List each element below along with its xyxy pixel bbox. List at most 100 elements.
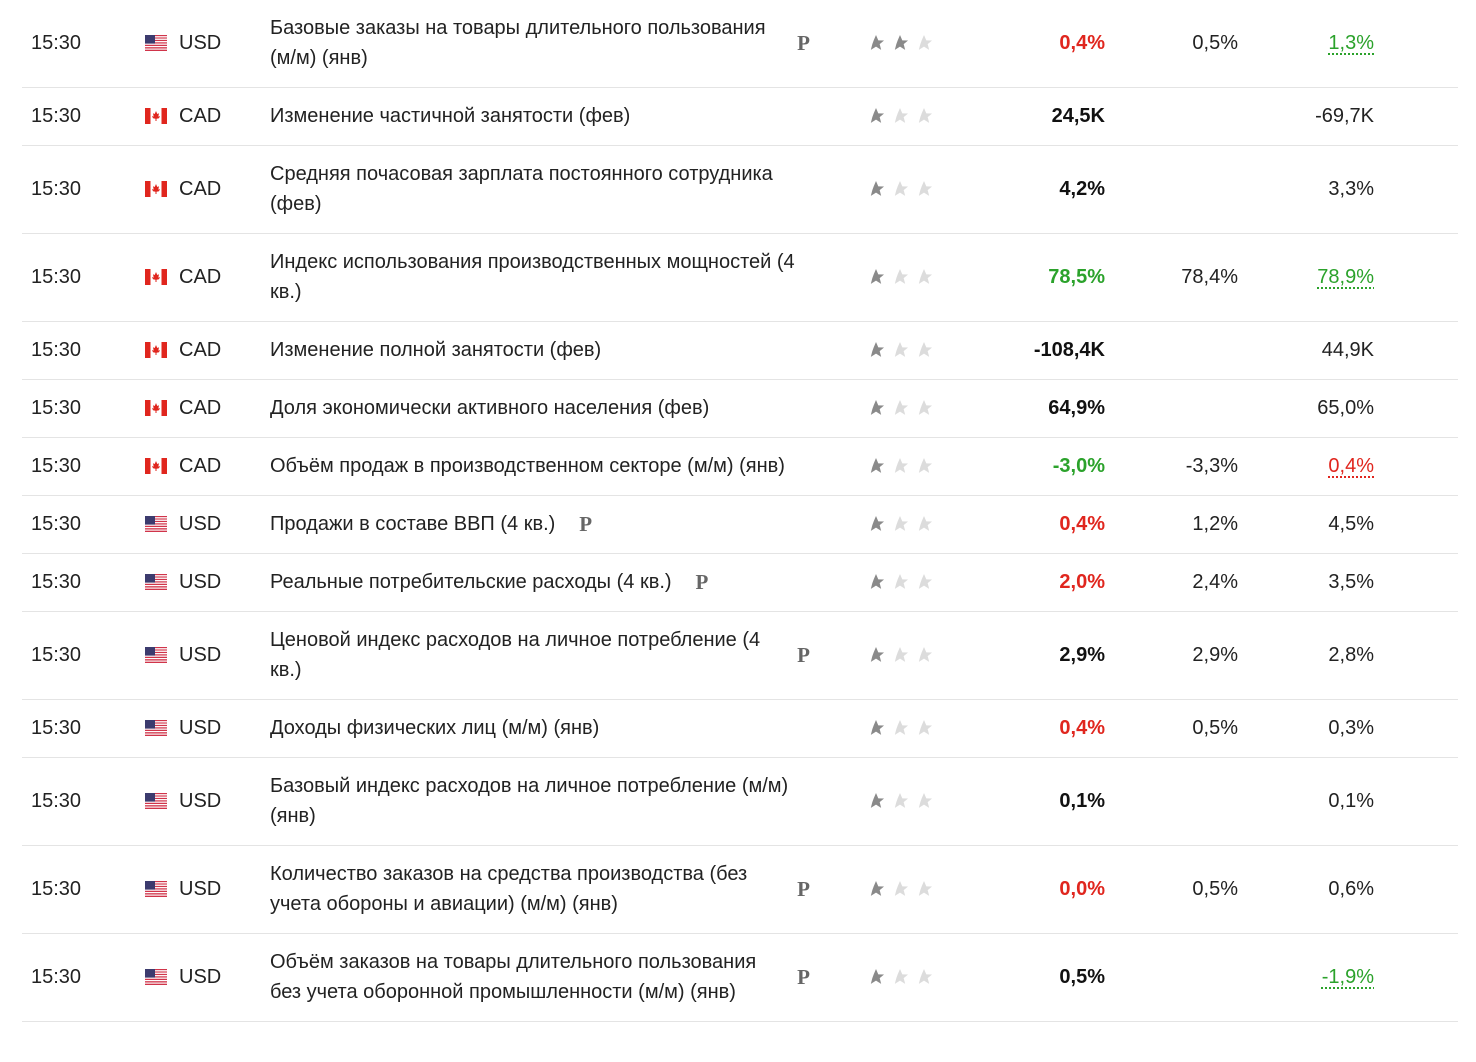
star (891, 457, 909, 473)
star (867, 719, 885, 735)
star (891, 515, 909, 531)
calendar-table: 15:30 USD Базовые заказы на товары длитель… (22, 0, 1458, 1022)
forecast-cell: 0,5% (1111, 0, 1246, 88)
event-wrap: Доходы физических лиц (м/м) (янв) (270, 713, 810, 743)
actual-cell: 0,4% (977, 496, 1111, 554)
event-time: 15:30 (31, 966, 82, 988)
importance-stars (867, 880, 933, 896)
previous-cell: 4,5% (1246, 496, 1381, 554)
flag-icon (145, 516, 167, 532)
star (891, 792, 909, 808)
actual-cell: 4,2% (977, 146, 1111, 234)
previous-value: 2,8% (1328, 644, 1374, 666)
star (867, 399, 885, 415)
flag-icon (145, 969, 167, 985)
actual-value: 0,4% (1059, 513, 1105, 535)
star (867, 34, 885, 50)
currency: CAD (179, 178, 222, 200)
importance-cell (845, 234, 977, 322)
spacer-cell (1381, 234, 1458, 322)
preliminary-mark: P (797, 877, 810, 901)
currency-cell: USD (139, 0, 264, 88)
currency-cell: USD (139, 846, 264, 934)
star (891, 719, 909, 735)
importance-cell (845, 380, 977, 438)
spacer-cell (1381, 438, 1458, 496)
event-wrap: Доля экономически активного населения (ф… (270, 393, 810, 423)
event-wrap: Объём заказов на товары длительного поль… (270, 947, 810, 1007)
calendar-row: 15:30 USD Базовый индекс расходов на лично… (22, 758, 1458, 846)
event-cell: Ценовой индекс расходов на личное потреб… (264, 612, 845, 700)
actual-value: -3,0% (1052, 455, 1105, 477)
forecast-value: 0,5% (1192, 717, 1238, 739)
actual-value: 2,0% (1059, 571, 1105, 593)
currency: CAD (179, 455, 222, 477)
event-wrap: Объём продаж в производственном секторе … (270, 451, 810, 481)
event-cell: Базовые заказы на товары длительного пол… (264, 0, 845, 88)
spacer-cell (1381, 846, 1458, 934)
currency-cell: CAD (139, 234, 264, 322)
flag-icon (145, 458, 167, 474)
previous-cell: 0,1% (1246, 758, 1381, 846)
importance-stars (867, 457, 933, 473)
calendar-row: 15:30 USD Доходы физических лиц (м/м) (янв… (22, 700, 1458, 758)
preliminary-mark: P (797, 31, 810, 55)
flag-icon (145, 793, 167, 809)
forecast-value: 0,5% (1192, 878, 1238, 900)
importance-cell (845, 146, 977, 234)
star (891, 180, 909, 196)
calendar-row: 15:30 CAD Изменение частичной занятости (ф… (22, 88, 1458, 146)
previous-cell: 3,5% (1246, 554, 1381, 612)
importance-stars (867, 180, 933, 196)
actual-value: 2,9% (1059, 644, 1105, 666)
event-time: 15:30 (31, 266, 82, 288)
star (867, 268, 885, 284)
calendar-row: 15:30 USD Продажи в составе ВВП (4 кв.) P 0,… (22, 496, 1458, 554)
star (891, 573, 909, 589)
event-name: Базовый индекс расходов на личное потреб… (270, 775, 789, 827)
forecast-cell: 2,4% (1111, 554, 1246, 612)
actual-value: 0,4% (1059, 717, 1105, 739)
actual-value: 4,2% (1059, 178, 1105, 200)
currency-cell: USD (139, 758, 264, 846)
currency-cell: CAD (139, 438, 264, 496)
flag-icon (145, 574, 167, 590)
importance-cell (845, 496, 977, 554)
previous-cell: 78,9% (1246, 234, 1381, 322)
importance-cell (845, 554, 977, 612)
importance-cell (845, 438, 977, 496)
previous-cell: -69,7K (1246, 88, 1381, 146)
currency-cell: CAD (139, 88, 264, 146)
importance-stars (867, 34, 933, 50)
forecast-cell: 0,5% (1111, 700, 1246, 758)
actual-value: -108,4K (1033, 339, 1105, 361)
importance-stars (867, 573, 933, 589)
event-wrap: Базовые заказы на товары длительного пол… (270, 13, 810, 73)
spacer-cell (1381, 380, 1458, 438)
star (891, 646, 909, 662)
currency-cell: USD (139, 934, 264, 1022)
star (867, 457, 885, 473)
event-name: Продажи в составе ВВП (4 кв.) (270, 513, 556, 535)
event-wrap: Количество заказов на средства производс… (270, 859, 810, 919)
forecast-cell (1111, 934, 1246, 1022)
currency: CAD (179, 266, 222, 288)
calendar-row: 15:30 USD Объём заказов на товары длительн… (22, 934, 1458, 1022)
event-cell: Базовый индекс расходов на личное потреб… (264, 758, 845, 846)
event-name: Доля экономически активного населения (ф… (270, 397, 710, 419)
actual-cell: -108,4K (977, 322, 1111, 380)
event-cell: Количество заказов на средства производс… (264, 846, 845, 934)
calendar-body: 15:30 USD Базовые заказы на товары длитель… (22, 0, 1458, 1022)
actual-value: 0,4% (1059, 32, 1105, 54)
event-name: Базовые заказы на товары длительного пол… (270, 17, 766, 69)
previous-value: -1,9% (1321, 966, 1374, 988)
calendar-row: 15:30 CAD Индекс использования производств… (22, 234, 1458, 322)
calendar-row: 15:30 USD Ценовой индекс расходов на лично… (22, 612, 1458, 700)
actual-cell: 64,9% (977, 380, 1111, 438)
event-name: Средняя почасовая зарплата постоянного с… (270, 163, 773, 215)
previous-value: 0,6% (1328, 878, 1374, 900)
currency: CAD (179, 397, 222, 419)
star (867, 880, 885, 896)
previous-cell: 1,3% (1246, 0, 1381, 88)
event-time: 15:30 (31, 339, 82, 361)
